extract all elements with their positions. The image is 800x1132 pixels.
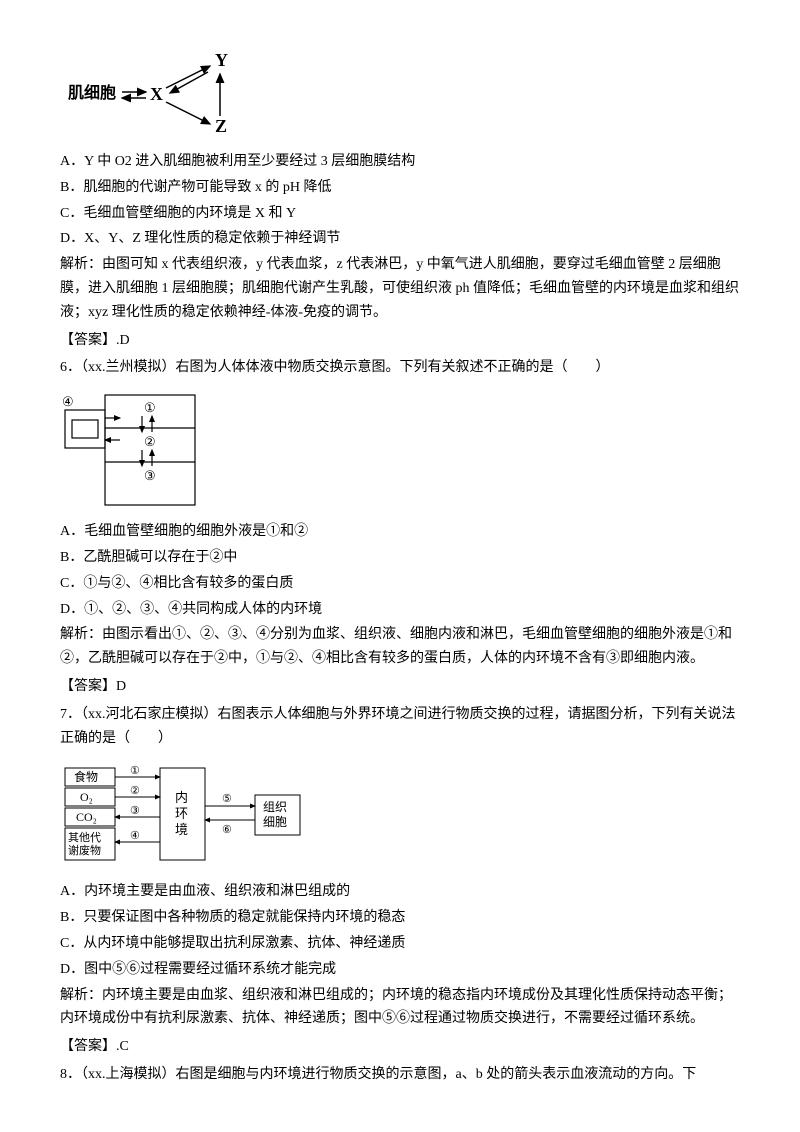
q7-arr-2: ② — [130, 785, 140, 797]
label-muscle-cell: 肌细胞 — [68, 83, 116, 102]
q8-stem: 8．（xx.上海模拟）右图是细胞与内环境进行物质交换的示意图，a、b 处的箭头表… — [60, 1063, 740, 1087]
q5-option-b: B．肌细胞的代谢产物可能导致 x 的 pH 降低 — [60, 176, 740, 200]
q7-right-1: 组织 — [263, 800, 287, 814]
q7-option-a: A．内环境主要是由血液、组织液和淋巴组成的 — [60, 880, 740, 904]
q6-option-a: A．毛细血管壁细胞的细胞外液是①和② — [60, 520, 740, 544]
q5-option-d: D．X、Y、Z 理化性质的稳定依赖于神经调节 — [60, 227, 740, 251]
q7-diagram: 食物 O₂ CO₂ 其他代 谢废物 ① ② ③ ④ 内 环 境 ⑤ ⑥ 组织 细… — [60, 760, 740, 870]
label-z: Z — [215, 116, 227, 136]
q7-left-2: CO₂ — [76, 810, 97, 824]
q7-mid-1: 内 — [175, 790, 188, 805]
q7-arr-5: ⑤ — [222, 793, 232, 805]
q7-arr-1: ① — [130, 765, 140, 777]
q7-arr-4: ④ — [130, 830, 140, 842]
q6-n1: ① — [144, 400, 156, 415]
q6-answer: 【答案】D — [60, 675, 740, 699]
q7-option-b: B．只要保证图中各种物质的稳定就能保持内环境的稳态 — [60, 906, 740, 930]
q7-right-2: 细胞 — [263, 815, 287, 829]
q7-answer: 【答案】.C — [60, 1035, 740, 1059]
q6-explanation: 解析：由图示看出①、②、③、④分别为血浆、组织液、细胞内液和淋巴，毛细血管壁细胞… — [60, 623, 740, 671]
q7-option-d: D．图中⑤⑥过程需要经过循环系统才能完成 — [60, 958, 740, 982]
q7-arr-3: ③ — [130, 805, 140, 817]
q6-n2: ② — [144, 434, 156, 449]
q7-arr-6: ⑥ — [222, 824, 232, 836]
q7-mid-2: 环 — [175, 806, 188, 821]
q7-mid-3: 境 — [175, 822, 188, 837]
label-y: Y — [215, 50, 228, 70]
q7-left-1: O₂ — [80, 790, 93, 804]
q7-explanation: 解析：内环境主要是由血浆、组织液和淋巴组成的；内环境的稳态指内环境成份及其理化性… — [60, 984, 740, 1032]
q6-option-d: D．①、②、③、④共同构成人体的内环境 — [60, 598, 740, 622]
q7-option-c: C．从内环境中能够提取出抗利尿激素、抗体、神经递质 — [60, 932, 740, 956]
q5-explanation: 解析：由图可知 x 代表组织液，y 代表血浆，z 代表淋巴，y 中氧气进人肌细胞… — [60, 253, 740, 324]
q7-left-3a: 其他代 — [68, 831, 101, 844]
q5-option-a: A．Y 中 O2 进入肌细胞被利用至少要经过 3 层细胞膜结构 — [60, 150, 740, 174]
q5-answer: 【答案】.D — [60, 329, 740, 353]
q5-diagram: 肌细胞 X Y Z — [60, 50, 740, 140]
q6-option-b: B．乙酰胆碱可以存在于②中 — [60, 546, 740, 570]
q6-n3: ③ — [144, 468, 156, 483]
q6-option-c: C．①与②、④相比含有较多的蛋白质 — [60, 572, 740, 596]
label-x: X — [150, 84, 163, 104]
q5-option-c: C．毛细血管壁细胞的内环境是 X 和 Y — [60, 202, 740, 226]
q7-stem: 7．（xx.河北石家庄模拟）右图表示人体细胞与外界环境之间进行物质交换的过程，请… — [60, 703, 740, 751]
q6-stem: 6．（xx.兰州模拟）右图为人体体液中物质交换示意图。下列有关叙述不正确的是（ … — [60, 356, 740, 380]
q6-diagram: ① ② ③ ④ — [60, 390, 740, 510]
q6-n4: ④ — [62, 394, 74, 409]
q7-left-3b: 谢废物 — [68, 843, 101, 857]
q7-left-0: 食物 — [74, 769, 98, 784]
